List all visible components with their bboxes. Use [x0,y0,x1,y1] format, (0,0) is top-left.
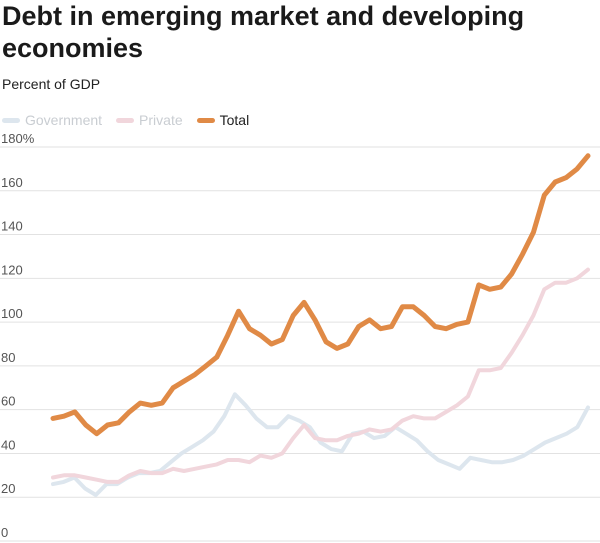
legend-label-private: Private [139,112,183,128]
line-chart: 0 20 40 60 80 100 120 140 160 180% [0,131,600,542]
y-tick-label: 160 [1,175,23,190]
y-tick-label: 120 [1,262,23,277]
series-line-total [50,153,591,437]
y-axis-ticks: 0 20 40 60 80 100 120 140 160 180% [1,131,35,540]
legend-label-total: Total [219,112,250,128]
y-tick-label: 60 [1,394,15,409]
series-lines [50,153,591,497]
y-tick-label: 140 [1,219,23,234]
legend-swatch-private [116,117,135,123]
y-tick-label: 0 [1,525,8,540]
y-tick-label: 20 [1,481,15,496]
y-tick-label: 100 [1,306,23,321]
legend-item-government[interactable]: Government [2,112,102,128]
gridlines [0,146,600,542]
legend-label-government: Government [25,112,103,128]
legend-item-total[interactable]: Total [196,112,250,128]
y-tick-label: 80 [1,350,15,365]
legend-item-private[interactable]: Private [116,112,183,128]
legend: Government Private Total [2,112,263,128]
y-tick-label: 180% [1,131,35,146]
chart-subtitle: Percent of GDP [2,76,101,92]
legend-swatch-total [196,117,215,123]
chart-title: Debt in emerging market and developing e… [2,1,525,63]
legend-swatch-government [2,117,20,123]
y-tick-label: 40 [1,437,15,452]
series-line-private [51,267,590,484]
